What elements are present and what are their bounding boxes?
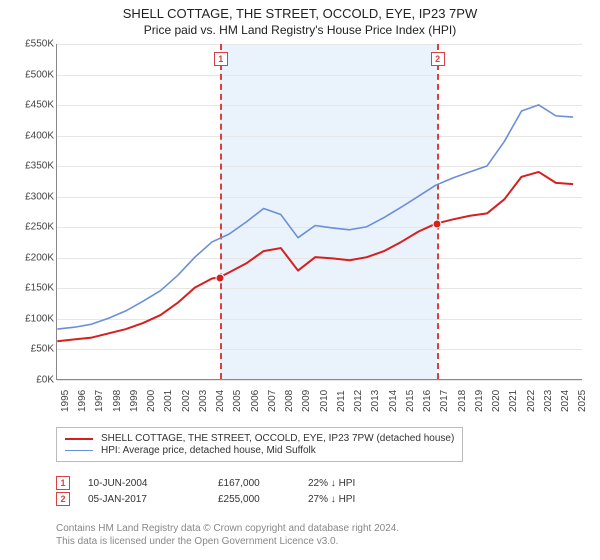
x-tick-label: 2001 <box>163 390 174 412</box>
x-tick-label: 2014 <box>388 390 399 412</box>
sale-price: £167,000 <box>218 478 308 489</box>
x-tick-label: 2013 <box>370 390 381 412</box>
x-tick-label: 1996 <box>77 390 88 412</box>
x-tick-label: 2004 <box>215 390 226 412</box>
x-tick-label: 2012 <box>353 390 364 412</box>
sales-row: 1 10-JUN-2004 £167,000 22% ↓ HPI <box>56 476 418 490</box>
legend-label-hpi: HPI: Average price, detached house, Mid … <box>101 445 316 456</box>
chart-container: SHELL COTTAGE, THE STREET, OCCOLD, EYE, … <box>0 0 600 560</box>
x-tick-label: 2016 <box>422 390 433 412</box>
series-svg <box>57 44 582 379</box>
legend: SHELL COTTAGE, THE STREET, OCCOLD, EYE, … <box>56 427 463 462</box>
legend-label-price-paid: SHELL COTTAGE, THE STREET, OCCOLD, EYE, … <box>101 433 454 444</box>
sale-delta: 27% ↓ HPI <box>308 494 418 505</box>
y-tick-label: £500K <box>10 69 54 80</box>
x-tick-label: 2008 <box>284 390 295 412</box>
x-tick-label: 2024 <box>560 390 571 412</box>
titles: SHELL COTTAGE, THE STREET, OCCOLD, EYE, … <box>0 0 600 37</box>
y-tick-label: £150K <box>10 283 54 294</box>
x-tick-label: 2018 <box>457 390 468 412</box>
y-tick-label: £450K <box>10 100 54 111</box>
x-tick-label: 2007 <box>267 390 278 412</box>
y-tick-label: £400K <box>10 130 54 141</box>
chart-area: 12 £0K £50K £100K £150K £200K £250K £300K £350K… <box>10 44 590 406</box>
sale-price: £255,000 <box>218 494 308 505</box>
sale-dot <box>432 220 441 229</box>
x-tick-label: 2021 <box>508 390 519 412</box>
x-tick-label: 2015 <box>405 390 416 412</box>
y-tick-label: £0K <box>10 375 54 386</box>
sale-marker-1: 1 <box>56 476 70 490</box>
title-line2: Price paid vs. HM Land Registry's House … <box>0 23 600 37</box>
legend-swatch-hpi <box>65 450 93 451</box>
sale-delta: 22% ↓ HPI <box>308 478 418 489</box>
series-hpi <box>57 105 573 329</box>
x-tick-label: 2000 <box>146 390 157 412</box>
y-tick-label: £50K <box>10 344 54 355</box>
x-tick-label: 2005 <box>232 390 243 412</box>
x-tick-label: 1997 <box>94 390 105 412</box>
y-tick-label: £550K <box>10 39 54 50</box>
x-tick-label: 2011 <box>336 390 347 412</box>
title-line1: SHELL COTTAGE, THE STREET, OCCOLD, EYE, … <box>0 6 600 21</box>
x-tick-label: 1995 <box>60 390 71 412</box>
sale-dot <box>215 273 224 282</box>
y-tick-label: £350K <box>10 161 54 172</box>
footer: Contains HM Land Registry data © Crown c… <box>56 522 399 548</box>
y-tick-label: £200K <box>10 252 54 263</box>
x-tick-label: 2002 <box>181 390 192 412</box>
x-tick-label: 2022 <box>526 390 537 412</box>
sale-date: 05-JAN-2017 <box>88 494 218 505</box>
footer-line1: Contains HM Land Registry data © Crown c… <box>56 522 399 535</box>
x-tick-label: 2009 <box>301 390 312 412</box>
x-tick-label: 2023 <box>543 390 554 412</box>
footer-line2: This data is licensed under the Open Gov… <box>56 535 399 548</box>
x-tick-label: 2019 <box>474 390 485 412</box>
y-tick-label: £100K <box>10 313 54 324</box>
legend-item-hpi: HPI: Average price, detached house, Mid … <box>65 445 454 456</box>
x-tick-label: 1999 <box>129 390 140 412</box>
sale-date: 10-JUN-2004 <box>88 478 218 489</box>
y-tick-label: £300K <box>10 191 54 202</box>
sales-row: 2 05-JAN-2017 £255,000 27% ↓ HPI <box>56 492 418 506</box>
sales-table: 1 10-JUN-2004 £167,000 22% ↓ HPI 2 05-JA… <box>56 474 418 508</box>
plot-region: 12 <box>56 44 582 380</box>
x-tick-label: 1998 <box>112 390 123 412</box>
x-tick-label: 2003 <box>198 390 209 412</box>
x-tick-label: 2006 <box>250 390 261 412</box>
y-tick-label: £250K <box>10 222 54 233</box>
legend-swatch-price-paid <box>65 438 93 440</box>
x-tick-label: 2025 <box>577 390 588 412</box>
x-tick-label: 2010 <box>319 390 330 412</box>
sale-marker-2: 2 <box>56 492 70 506</box>
x-tick-label: 2017 <box>439 390 450 412</box>
series-price_paid <box>57 172 573 341</box>
x-tick-label: 2020 <box>491 390 502 412</box>
legend-item-price-paid: SHELL COTTAGE, THE STREET, OCCOLD, EYE, … <box>65 433 454 444</box>
gridline <box>57 380 582 381</box>
